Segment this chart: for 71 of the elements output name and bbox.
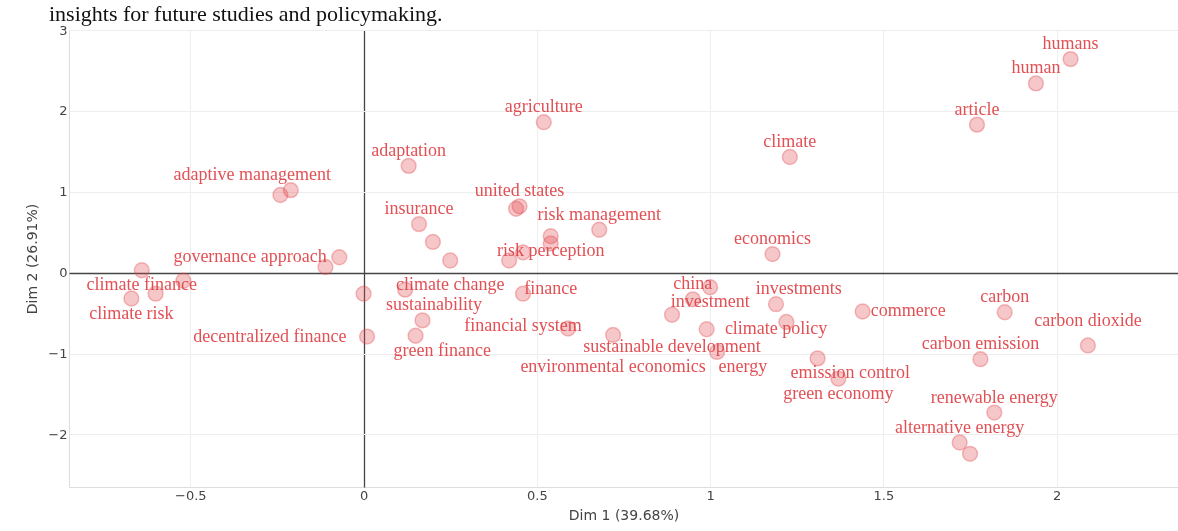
annotation: commerce — [870, 300, 946, 321]
annotation: climate risk — [89, 302, 174, 323]
x-tick-label: 1 — [706, 487, 715, 503]
x-axis-title: Dim 1 (39.68%) — [568, 506, 680, 523]
annotation: climate finance — [86, 274, 197, 295]
point — [951, 434, 968, 451]
annotation: china — [673, 273, 713, 294]
point — [1079, 337, 1097, 354]
x-tick-label: 2 — [1053, 487, 1062, 503]
annotation: investment — [670, 291, 750, 312]
point — [123, 290, 140, 307]
y-tick-label: −1 — [48, 346, 68, 362]
annotation: risk perception — [496, 240, 605, 261]
point — [407, 327, 424, 344]
y-tick-label: 1 — [59, 184, 68, 200]
annotation: green finance — [393, 339, 492, 360]
annotation: climate — [763, 130, 817, 151]
annotation: adaptive management — [173, 164, 331, 185]
annotation: green economy — [783, 382, 894, 403]
annotation: renewable energy — [930, 386, 1058, 407]
annotation: finance — [524, 277, 578, 298]
annotation: agriculture — [504, 96, 583, 117]
point — [1027, 75, 1045, 92]
y-tick-label: 2 — [59, 103, 68, 119]
annotation: human — [1011, 57, 1061, 78]
point — [996, 304, 1013, 321]
y-tick-label: 0 — [59, 265, 68, 281]
annotation: economics — [734, 228, 812, 249]
point — [358, 328, 376, 345]
annotation: carbon — [980, 286, 1030, 307]
point — [355, 285, 372, 302]
annotation: environmental economics — [520, 355, 706, 376]
point — [972, 351, 989, 368]
annotation: united states — [474, 180, 565, 201]
point — [854, 303, 871, 320]
annotation: risk management — [537, 203, 661, 224]
point — [424, 233, 442, 251]
point — [1062, 50, 1079, 68]
point — [663, 306, 681, 323]
annotation: climate change — [395, 273, 505, 294]
annotation: article — [954, 98, 1000, 119]
x-tick-label: 0 — [359, 487, 369, 503]
point — [511, 198, 528, 215]
annotation: carbon emission — [921, 333, 1040, 354]
point — [764, 245, 781, 263]
x-tick-label: 0.5 — [527, 487, 548, 503]
annotation: sustainability — [385, 293, 482, 314]
annotation: governance approach — [173, 246, 327, 267]
annotation: alternative energy — [895, 416, 1025, 437]
x-tick-label: 1.5 — [873, 487, 895, 503]
annotation: emission control — [790, 362, 911, 383]
annotation: insurance — [384, 198, 454, 219]
annotation: energy — [718, 355, 768, 376]
y-tick-label: −2 — [48, 426, 68, 442]
annotation: humans — [1042, 33, 1099, 54]
point — [968, 116, 986, 133]
point — [410, 215, 428, 233]
point — [698, 321, 715, 338]
y-axis-title: Dim 2 (26.91%) — [24, 203, 41, 315]
annotation: decentralized finance — [193, 325, 347, 346]
point — [986, 404, 1003, 421]
x-tick-label: −0.5 — [175, 487, 207, 503]
point — [961, 445, 979, 462]
annotation: adaptation — [371, 139, 447, 160]
annotation: investments — [755, 278, 842, 299]
point — [781, 148, 799, 166]
point — [767, 296, 785, 313]
point — [442, 252, 459, 269]
annotation: financial system — [464, 314, 582, 335]
point — [331, 249, 348, 266]
annotation: carbon dioxide — [1034, 310, 1142, 331]
